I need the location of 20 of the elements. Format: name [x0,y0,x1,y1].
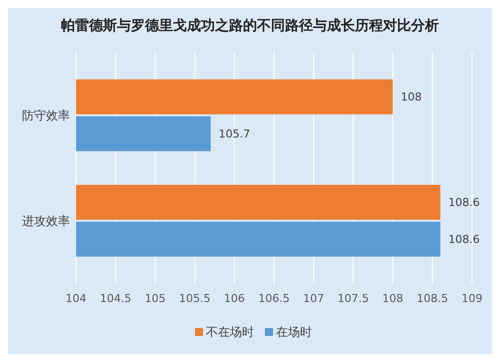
chart-title: 帕雷德斯与罗德里戈成功之路的不同路径与成长历程对比分析 [61,17,439,34]
data-label: 108.6 [448,233,480,246]
x-tick-label: 108 [382,292,404,305]
x-tick-label: 106 [224,292,245,305]
x-tick-label: 109 [462,292,482,305]
legend-label: 在场时 [276,325,312,340]
data-label: 105.7 [218,128,250,141]
x-tick-label: 108.5 [416,292,448,305]
x-tick-label: 104.5 [100,292,132,305]
x-tick-label: 107.5 [337,292,369,305]
x-tick-label: 104 [66,292,86,305]
y-tick-label: 进攻效率 [22,214,70,228]
data-label: 108.6 [448,196,480,210]
x-tick-label: 105.5 [179,292,211,305]
x-tick-label: 107 [303,292,324,305]
data-label: 108 [400,90,422,104]
y-tick-label: 防守效率 [22,108,70,122]
x-tick-label: 106.5 [258,292,290,305]
legend-label: 不在场时 [206,325,254,340]
x-tick-label: 105 [144,292,166,305]
